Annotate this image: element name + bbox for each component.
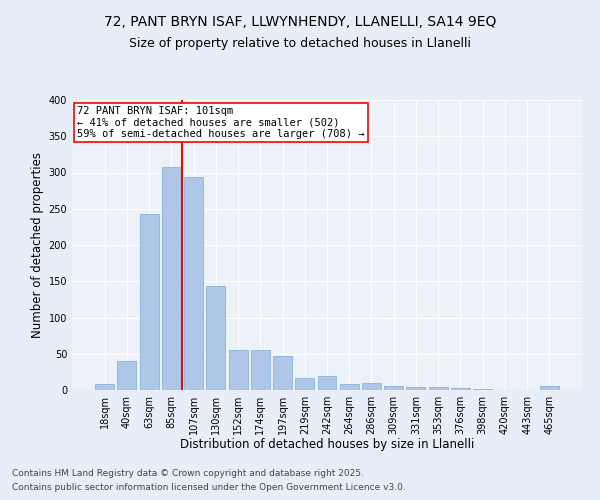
- Text: Contains HM Land Registry data © Crown copyright and database right 2025.: Contains HM Land Registry data © Crown c…: [12, 468, 364, 477]
- Bar: [295, 378, 314, 390]
- Bar: [406, 387, 425, 390]
- Bar: [251, 350, 270, 390]
- Bar: [451, 388, 470, 390]
- Bar: [384, 386, 403, 390]
- Bar: [429, 387, 448, 390]
- Bar: [140, 214, 158, 390]
- X-axis label: Distribution of detached houses by size in Llanelli: Distribution of detached houses by size …: [180, 438, 474, 452]
- Bar: [273, 356, 292, 390]
- Text: 72, PANT BRYN ISAF, LLWYNHENDY, LLANELLI, SA14 9EQ: 72, PANT BRYN ISAF, LLWYNHENDY, LLANELLI…: [104, 15, 496, 29]
- Bar: [118, 361, 136, 390]
- Bar: [184, 177, 203, 390]
- Bar: [540, 386, 559, 390]
- Text: 72 PANT BRYN ISAF: 101sqm
← 41% of detached houses are smaller (502)
59% of semi: 72 PANT BRYN ISAF: 101sqm ← 41% of detac…: [77, 106, 365, 139]
- Y-axis label: Number of detached properties: Number of detached properties: [31, 152, 44, 338]
- Bar: [362, 383, 381, 390]
- Bar: [206, 286, 225, 390]
- Bar: [340, 384, 359, 390]
- Bar: [95, 384, 114, 390]
- Bar: [317, 376, 337, 390]
- Bar: [162, 168, 181, 390]
- Text: Contains public sector information licensed under the Open Government Licence v3: Contains public sector information licen…: [12, 484, 406, 492]
- Bar: [229, 350, 248, 390]
- Text: Size of property relative to detached houses in Llanelli: Size of property relative to detached ho…: [129, 38, 471, 51]
